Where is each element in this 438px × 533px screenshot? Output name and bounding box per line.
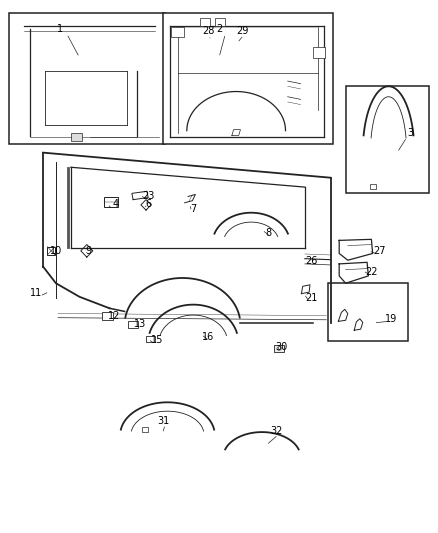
Text: 1: 1 — [57, 24, 63, 34]
Bar — [215, 19, 226, 26]
Text: 4: 4 — [113, 199, 119, 209]
Text: 22: 22 — [365, 266, 378, 277]
Bar — [370, 184, 376, 189]
Text: 10: 10 — [50, 246, 62, 256]
Text: 8: 8 — [265, 228, 272, 238]
Text: 28: 28 — [202, 27, 215, 36]
Text: 2: 2 — [216, 24, 222, 34]
Text: 26: 26 — [305, 256, 318, 266]
Text: 23: 23 — [142, 191, 154, 201]
Bar — [104, 197, 118, 207]
Bar — [102, 312, 113, 320]
Bar — [328, 283, 408, 341]
Bar — [163, 13, 333, 144]
Bar — [9, 13, 166, 144]
Text: 7: 7 — [190, 204, 196, 214]
Text: 27: 27 — [374, 246, 386, 256]
Text: 31: 31 — [157, 416, 170, 425]
Text: 29: 29 — [237, 27, 249, 36]
Text: 19: 19 — [385, 314, 397, 324]
Text: 6: 6 — [145, 199, 151, 209]
Text: 13: 13 — [134, 319, 146, 329]
Text: 3: 3 — [407, 128, 413, 138]
Text: 9: 9 — [85, 246, 91, 256]
Text: 16: 16 — [202, 332, 214, 342]
Bar — [200, 19, 210, 26]
Ellipse shape — [277, 346, 281, 350]
Bar — [274, 345, 284, 352]
Text: 15: 15 — [151, 335, 163, 345]
Text: 32: 32 — [271, 426, 283, 436]
Bar — [142, 427, 148, 432]
Text: 11: 11 — [31, 288, 42, 297]
Bar — [346, 86, 429, 193]
FancyBboxPatch shape — [71, 133, 81, 141]
Bar — [314, 47, 325, 58]
Bar — [146, 336, 155, 342]
Bar — [128, 321, 138, 328]
Bar — [171, 27, 184, 37]
Bar — [47, 247, 55, 255]
Text: 12: 12 — [108, 311, 120, 321]
Text: 21: 21 — [305, 293, 318, 303]
Text: 30: 30 — [275, 343, 287, 352]
